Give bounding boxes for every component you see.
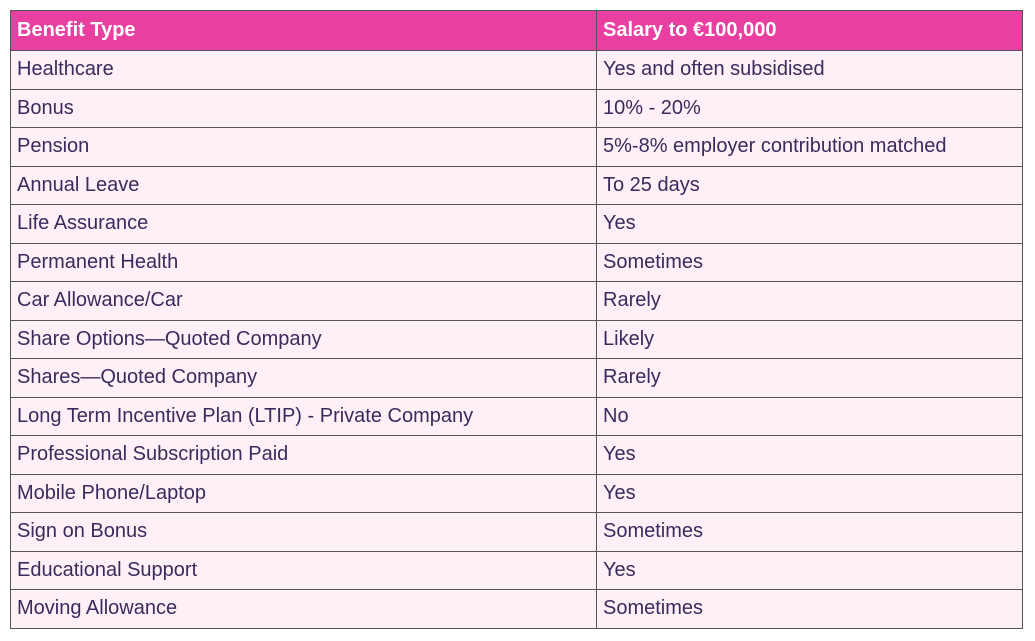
table-cell: Yes [596, 550, 1023, 590]
table-cell: Shares—Quoted Company [10, 358, 597, 398]
table-row: Bonus 10% - 20% [10, 88, 1023, 128]
table-cell: Pension [10, 127, 597, 167]
benefits-table: Benefit Type Salary to €100,000 Healthca… [10, 10, 1023, 629]
table-row: Professional Subscription Paid Yes [10, 435, 1023, 475]
table-cell: Yes [596, 435, 1023, 475]
header-cell: Benefit Type [10, 10, 597, 51]
table-cell: Sometimes [596, 512, 1023, 552]
table-cell: Professional Subscription Paid [10, 435, 597, 475]
table-cell: Yes and often subsidised [596, 50, 1023, 90]
table-cell: Life Assurance [10, 204, 597, 244]
table-cell: Likely [596, 319, 1023, 359]
table-row: Life Assurance Yes [10, 204, 1023, 244]
table-cell: Car Allowance/Car [10, 281, 597, 321]
table-cell: Share Options—Quoted Company [10, 319, 597, 359]
table-cell: Annual Leave [10, 165, 597, 205]
table-cell: Sometimes [596, 242, 1023, 282]
table-cell: Rarely [596, 358, 1023, 398]
table-row: Moving Allowance Sometimes [10, 589, 1023, 629]
header-row: Benefit Type Salary to €100,000 [10, 10, 1023, 51]
table-cell: Yes [596, 473, 1023, 513]
table-cell: Bonus [10, 88, 597, 128]
table-cell: Rarely [596, 281, 1023, 321]
table-cell: Sign on Bonus [10, 512, 597, 552]
table-cell: 10% - 20% [596, 88, 1023, 128]
table-row: Mobile Phone/Laptop Yes [10, 473, 1023, 513]
table-cell: Sometimes [596, 589, 1023, 629]
table-row: Shares—Quoted Company Rarely [10, 358, 1023, 398]
table-row: Permanent Health Sometimes [10, 242, 1023, 282]
table-cell: Permanent Health [10, 242, 597, 282]
table-row: Long Term Incentive Plan (LTIP) - Privat… [10, 396, 1023, 436]
table-cell: Healthcare [10, 50, 597, 90]
table-row: Annual Leave To 25 days [10, 165, 1023, 205]
table-cell: To 25 days [596, 165, 1023, 205]
table-row: Sign on Bonus Sometimes [10, 512, 1023, 552]
table-row: Pension 5%-8% employer contribution match… [10, 127, 1023, 167]
table-row: Healthcare Yes and often subsidised [10, 50, 1023, 90]
header-cell: Salary to €100,000 [596, 10, 1023, 51]
table-row: Share Options—Quoted Company Likely [10, 319, 1023, 359]
table-row: Car Allowance/Car Rarely [10, 281, 1023, 321]
table-cell: Moving Allowance [10, 589, 597, 629]
table-row: Educational Support Yes [10, 550, 1023, 590]
table-cell: 5%-8% employer contribution matched [596, 127, 1023, 167]
table-cell: No [596, 396, 1023, 436]
table-cell: Mobile Phone/Laptop [10, 473, 597, 513]
table-body: Healthcare Yes and often subsidised Bonus 1… [10, 50, 1023, 629]
table-cell: Yes [596, 204, 1023, 244]
table-cell: Educational Support [10, 550, 597, 590]
table-cell: Long Term Incentive Plan (LTIP) - Privat… [10, 396, 597, 436]
